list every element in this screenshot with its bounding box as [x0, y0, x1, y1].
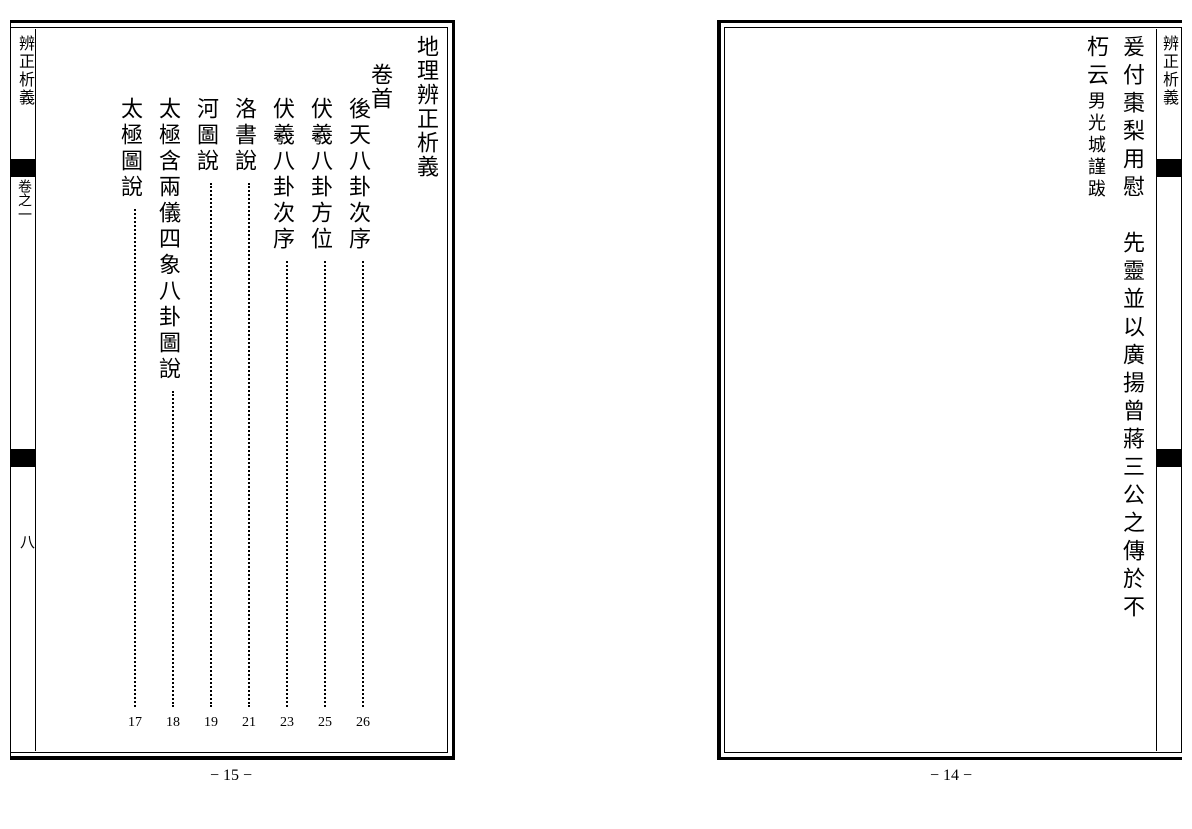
toc-entry-label: 洛書說 — [228, 97, 260, 175]
toc-entry-page-number: 18 — [166, 715, 180, 731]
fishtail-mark-right-top — [1156, 159, 1182, 177]
fishtail-mark-right-mid — [1156, 449, 1182, 467]
right-text-area: 爰付棗梨用慰 先靈並以廣揚曾蔣三公之傳於不 朽云男光城謹跋 — [730, 29, 1152, 751]
spine-title-right: 辨正析義 — [1156, 35, 1180, 107]
page-spread: 辨正析義 卷之一 八 地理辨正析義 卷首 太極圖說17太極含兩儀四象八卦圖說18… — [0, 0, 1192, 829]
right-col-2: 朽云男光城謹跋 — [1080, 35, 1112, 201]
toc-leader-dots — [248, 183, 250, 707]
toc-entry-label: 伏羲八卦次序 — [266, 97, 298, 253]
toc-entry-page-number: 23 — [280, 715, 294, 731]
page-left: 辨正析義 卷之一 八 地理辨正析義 卷首 太極圖說17太極含兩儀四象八卦圖說18… — [10, 20, 455, 760]
page-right: 辨正析義 爰付棗梨用慰 先靈並以廣揚曾蔣三公之傳於不 朽云男光城謹跋 − 14 … — [717, 20, 1182, 760]
toc-entry-label: 伏羲八卦方位 — [304, 97, 336, 253]
right-col-1: 爰付棗梨用慰 先靈並以廣揚曾蔣三公之傳於不 — [1116, 35, 1148, 623]
toc-entry-label: 河圖說 — [190, 97, 222, 175]
toc-entry-page-number: 21 — [242, 715, 256, 731]
right-col-2-top: 朽云 — [1084, 35, 1109, 91]
toc-entry-label: 太極圖說 — [114, 97, 146, 201]
spine-juan: 卷之一 — [13, 179, 33, 221]
spine-left: 辨正析義 卷之一 八 — [10, 29, 36, 751]
spine-right: 辨正析義 — [1156, 29, 1182, 751]
toc-entry-label: 後天八卦次序 — [342, 97, 374, 253]
toc-leader-dots — [210, 183, 212, 707]
right-col-2-small: 男光城謹跋 — [1086, 91, 1106, 201]
fishtail-mark-mid — [10, 449, 36, 467]
spine-title-left: 辨正析義 — [12, 35, 36, 107]
page-number-left: − 15 − — [210, 767, 252, 785]
toc-leader-dots — [134, 209, 136, 707]
spine-folio: 八 — [16, 534, 37, 549]
toc-leader-dots — [172, 391, 174, 707]
toc-entry-page-number: 17 — [128, 715, 142, 731]
toc-entry-page-number: 25 — [318, 715, 332, 731]
fishtail-mark-top — [10, 159, 36, 177]
toc-entry-page-number: 19 — [204, 715, 218, 731]
toc-leader-dots — [286, 261, 288, 707]
toc-entry-page-number: 26 — [356, 715, 370, 731]
left-text-area: 地理辨正析義 卷首 太極圖說17太極含兩儀四象八卦圖說18河圖說19洛書說21伏… — [40, 29, 446, 751]
toc-entry-label: 太極含兩儀四象八卦圖說 — [152, 97, 184, 383]
toc-leader-dots — [362, 261, 364, 707]
toc-leader-dots — [324, 261, 326, 707]
page-number-right: − 14 − — [930, 767, 972, 785]
baseline-rule-left — [10, 756, 452, 759]
title-col-1: 地理辨正析義 — [410, 35, 442, 179]
